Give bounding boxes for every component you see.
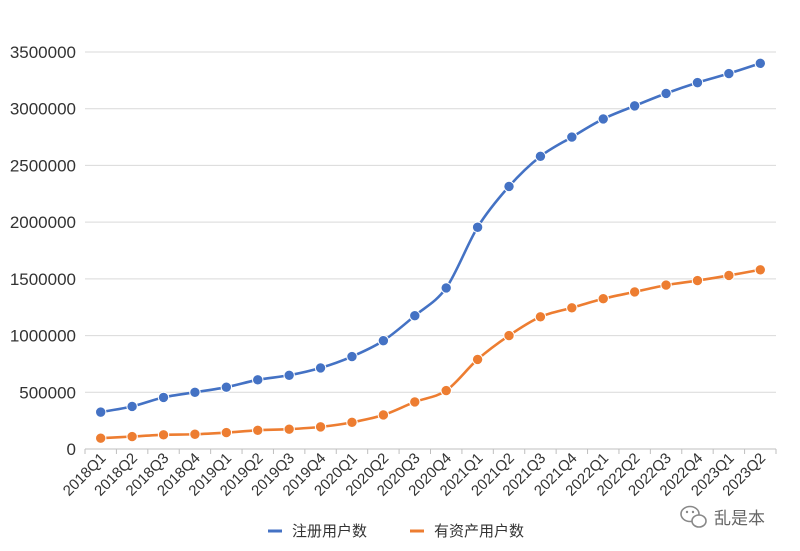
data-point — [126, 400, 138, 413]
data-point — [440, 384, 452, 397]
watermark: 乱是本 — [680, 505, 765, 529]
data-point — [409, 310, 421, 322]
data-point — [503, 180, 515, 193]
data-point — [189, 386, 201, 398]
data-point — [377, 409, 390, 421]
series-line — [100, 268, 761, 440]
data-point — [503, 329, 515, 342]
data-point — [252, 374, 264, 386]
data-point — [471, 353, 484, 366]
data-point — [283, 423, 295, 435]
data-point — [754, 264, 766, 276]
data-point — [346, 416, 358, 429]
y-tick-label: 2500000 — [10, 156, 76, 175]
data-point — [126, 430, 138, 443]
data-point — [723, 67, 735, 80]
watermark-text: 乱是本 — [714, 509, 765, 529]
data-point — [660, 87, 672, 100]
legend-item: 注册用户数 — [268, 522, 367, 540]
y-tick-label: 1000000 — [10, 327, 76, 346]
legend-label: 注册用户数 — [292, 522, 367, 540]
gridlines — [85, 51, 776, 450]
data-point — [660, 279, 672, 291]
data-point — [314, 362, 327, 374]
data-point — [346, 350, 358, 363]
data-point — [754, 57, 766, 70]
data-point — [189, 428, 201, 440]
data-point — [566, 302, 578, 314]
series-2 — [95, 264, 766, 444]
data-point — [283, 369, 295, 381]
data-point — [95, 432, 107, 444]
data-point — [723, 269, 735, 282]
series-line — [100, 62, 761, 414]
y-tick-label: 2000000 — [10, 213, 76, 232]
data-point — [157, 429, 170, 441]
wechat-icon — [680, 505, 707, 528]
data-point — [377, 334, 390, 347]
data-point — [471, 221, 484, 233]
data-point — [95, 406, 107, 418]
data-point — [534, 150, 547, 163]
data-point — [534, 311, 547, 323]
data-point — [220, 426, 233, 439]
data-point — [597, 113, 609, 125]
y-tick-label: 3000000 — [10, 100, 76, 119]
data-point — [691, 76, 704, 89]
data-point — [597, 293, 609, 305]
x-axis: 2018Q12018Q22018Q32018Q42019Q12019Q22019… — [60, 449, 777, 500]
data-point — [628, 286, 641, 298]
data-point — [314, 421, 327, 433]
y-axis: 0 500000 1000000 1500000 2000000 2500000 30000… — [10, 43, 76, 459]
y-tick-label: 1500000 — [10, 270, 76, 289]
legend-label: 有资产用户数 — [434, 522, 524, 540]
data-point — [409, 396, 421, 408]
data-point — [566, 131, 578, 143]
data-point — [440, 282, 452, 294]
series-1 — [95, 57, 766, 418]
data-point — [252, 424, 264, 436]
data-point — [220, 381, 233, 393]
y-tick-label: 3500000 — [10, 43, 76, 62]
series-layer — [95, 57, 766, 444]
data-point — [691, 274, 704, 287]
legend: 注册用户数 有资产用户数 — [268, 522, 524, 540]
y-tick-label: 0 — [67, 440, 76, 459]
data-point — [157, 391, 170, 404]
data-point — [628, 100, 641, 112]
y-tick-label: 500000 — [19, 383, 76, 402]
legend-item: 有资产用户数 — [410, 522, 524, 540]
